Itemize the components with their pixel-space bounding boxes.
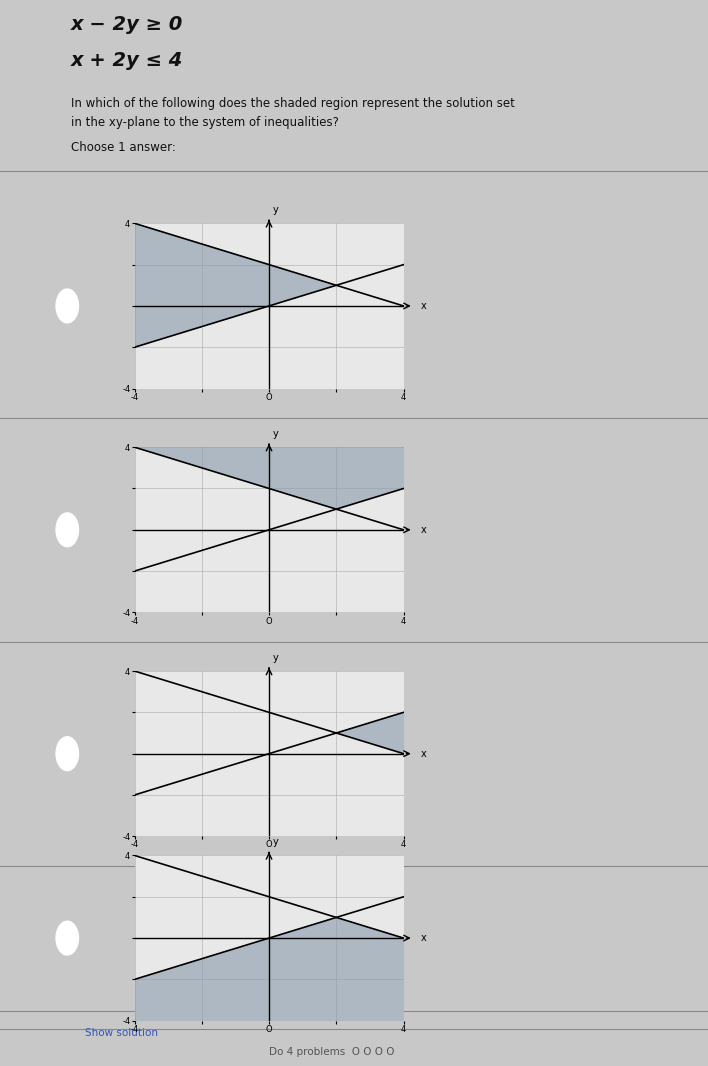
Text: A: A [64, 301, 71, 311]
Text: D: D [63, 933, 72, 943]
Text: B: B [64, 524, 71, 535]
Text: In which of the following does the shaded region represent the solution set: In which of the following does the shade… [71, 97, 515, 110]
Text: x − 2y ≥ 0: x − 2y ≥ 0 [71, 15, 183, 34]
Text: x: x [421, 748, 426, 759]
Text: x: x [421, 933, 426, 943]
Text: x: x [421, 301, 426, 311]
Text: in the xy-plane to the system of inequalities?: in the xy-plane to the system of inequal… [71, 116, 338, 129]
Text: C: C [64, 748, 71, 759]
Text: y: y [273, 429, 278, 439]
Text: Show solution: Show solution [85, 1028, 158, 1038]
Text: y: y [273, 205, 278, 215]
Text: Do 4 problems  O O O O: Do 4 problems O O O O [269, 1047, 394, 1057]
Text: Choose 1 answer:: Choose 1 answer: [71, 142, 176, 155]
Text: x + 2y ≤ 4: x + 2y ≤ 4 [71, 51, 183, 70]
Text: x: x [421, 524, 426, 535]
Text: y: y [273, 837, 278, 847]
Text: y: y [273, 652, 278, 663]
